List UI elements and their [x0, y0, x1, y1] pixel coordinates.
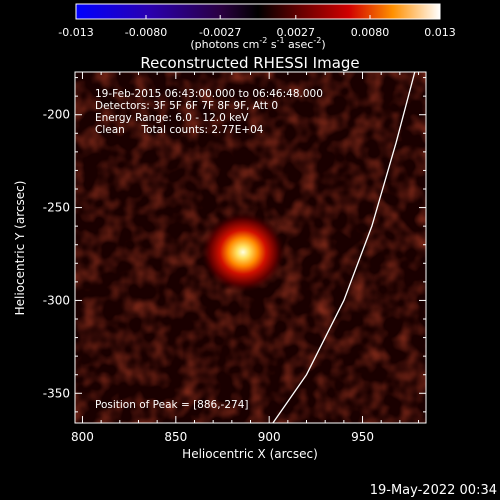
colorbar-tick-label: -0.013 — [58, 26, 93, 39]
x-tick-label: 850 — [164, 430, 187, 444]
info-line-detectors: Detectors: 3F 5F 6F 7F 8F 9F, Att 0 — [95, 100, 278, 112]
colorbar-gradient — [75, 3, 441, 20]
colorbar-tick-label: -0.0080 — [125, 26, 167, 39]
info-block: 19-Feb-2015 06:43:00.000 to 06:46:48.000… — [95, 88, 323, 136]
image-area — [75, 72, 426, 423]
footer-timestamp: 19-May-2022 00:34 — [370, 483, 497, 498]
info-line-energy: Energy Range: 6.0 - 12.0 keV — [95, 112, 249, 124]
solar-limb-curve — [272, 72, 416, 423]
flare-source — [201, 212, 286, 293]
y-tick-label: -250 — [43, 201, 70, 215]
colorbar-tick-label: 0.013 — [424, 26, 456, 39]
info-line-counts: Clean Total counts: 2.77E+04 — [95, 124, 264, 136]
colorbar-tick-label: -0.0027 — [199, 26, 241, 39]
y-tick-label: -200 — [43, 108, 70, 122]
y-tick-label: -350 — [43, 386, 70, 400]
x-tick-label: 900 — [258, 430, 281, 444]
x-tick-label: 950 — [351, 430, 374, 444]
y-tick-label: -300 — [43, 293, 70, 307]
y-axis-label: Heliocentric Y (arcsec) — [13, 181, 27, 316]
plot-title: Reconstructed RHESSI Image — [140, 54, 359, 72]
axis-ticks: 800 850 900 950 -200 -250 -300 -350 — [43, 72, 426, 444]
x-tick-label: 800 — [71, 430, 94, 444]
peak-position-text: Position of Peak = [886,-274] — [95, 399, 249, 411]
info-line-time: 19-Feb-2015 06:43:00.000 to 06:46:48.000 — [95, 88, 323, 100]
colorbar-tick-label: 0.0027 — [277, 26, 316, 39]
colorbar: -0.013 -0.0080 -0.0027 0.0027 0.0080 0.013 (p… — [58, 3, 456, 51]
colorbar-units: (photons cm-2 s-1 asec-2) — [190, 36, 325, 51]
x-axis-label: Heliocentric X (arcsec) — [182, 447, 318, 461]
colorbar-ticks: -0.013 -0.0080 -0.0027 0.0027 0.0080 0.013 — [58, 15, 456, 39]
colorbar-tick-label: 0.0080 — [351, 26, 390, 39]
